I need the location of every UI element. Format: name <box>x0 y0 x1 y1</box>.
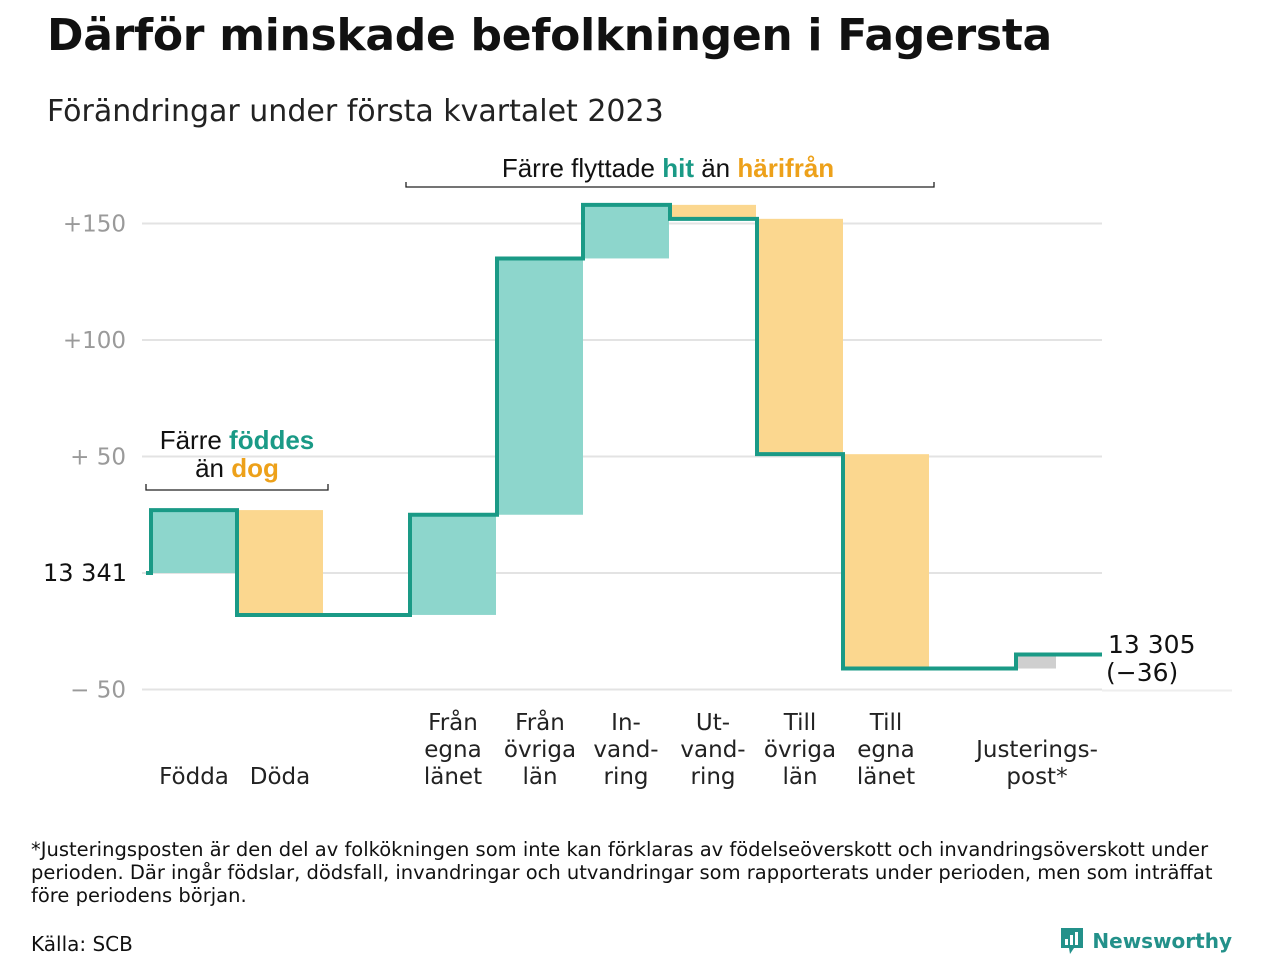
footnote: *Justeringsposten är den del av folkökni… <box>31 838 1213 907</box>
waterfall-chart: +150 +100 + 50 13 341 − 50 Födda Döda Från egna… <box>43 153 1232 790</box>
brand-name: Newsworthy <box>1092 929 1232 953</box>
category-label: Från egna länet <box>424 708 482 790</box>
bar-ut-vand-ring <box>670 204 756 219</box>
y-tick-label: +150 <box>63 212 126 238</box>
start-value-label: 13 341 <box>43 559 127 587</box>
newsworthy-icon <box>1061 928 1084 954</box>
bar-från-övriga-län <box>497 258 583 515</box>
category-labels: Födda Döda Från egna länet Från övriga län In-va… <box>159 708 1098 790</box>
migration-annotation: Färre flyttade hit än härifrån <box>502 153 834 183</box>
cumulative-step-line <box>146 202 1102 671</box>
y-tick-label: + 50 <box>70 445 126 471</box>
category-label: Till egna länet <box>857 710 915 790</box>
births-annotation-line1: Färre föddes <box>160 425 315 455</box>
bar-från-egna-länet <box>410 514 496 615</box>
end-value-label: 13 305 <box>1108 630 1195 659</box>
bar-födda <box>151 510 237 573</box>
y-axis-ticks: +150 +100 + 50 13 341 − 50 <box>43 212 127 704</box>
bar-till-egna-länet <box>843 454 929 669</box>
bars <box>151 204 1056 669</box>
step-line <box>146 202 1102 671</box>
bar-döda <box>237 510 323 615</box>
source: Källa: SCB <box>31 932 133 956</box>
net-change-label: (−36) <box>1106 658 1178 687</box>
gridlines <box>142 222 1232 692</box>
migration-annotation-bracket <box>405 182 935 188</box>
y-tick-label: +100 <box>63 328 126 354</box>
brand-logo: Newsworthy <box>1059 926 1232 956</box>
births-annotation-bracket <box>145 484 329 491</box>
births-annotation-line2: än dog <box>195 453 279 483</box>
bar-in-vand-ring <box>583 204 669 259</box>
category-label: Döda <box>250 764 310 790</box>
bar-justerings-post <box>1018 654 1056 669</box>
chart-subtitle: Förändringar under första kvartalet 2023 <box>47 94 664 129</box>
bar-till-övriga-län <box>757 218 843 455</box>
y-tick-label: − 50 <box>70 678 126 704</box>
category-label: Till övriga län <box>764 710 836 790</box>
category-label: Ut-vand-ring <box>680 710 745 790</box>
category-label: Födda <box>159 764 229 790</box>
category-label: In-vand-ring <box>593 710 658 790</box>
chart-title: Därför minskade befolkningen i Fagersta <box>47 10 1052 61</box>
category-label: Från övriga län <box>504 708 576 790</box>
category-label: Justerings-post* <box>974 737 1098 790</box>
